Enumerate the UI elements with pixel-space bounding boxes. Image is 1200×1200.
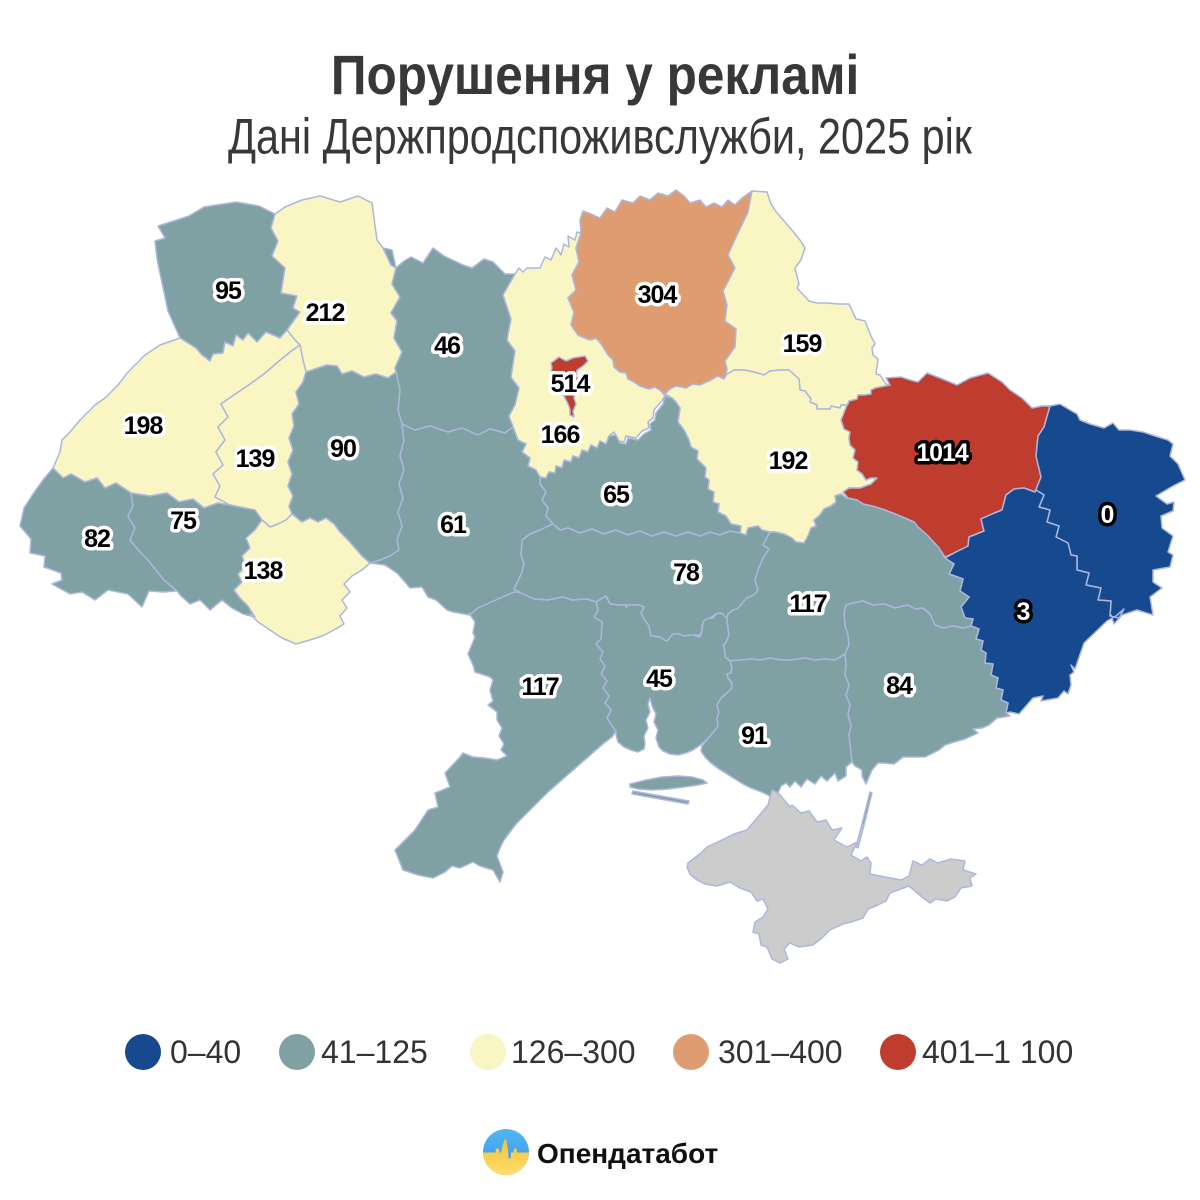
- svg-text:0: 0: [1101, 501, 1114, 529]
- svg-text:159: 159: [783, 330, 822, 358]
- svg-text:Порушення у рекламі: Порушення у рекламі: [331, 44, 859, 106]
- svg-text:192: 192: [769, 447, 808, 475]
- svg-text:138: 138: [244, 557, 284, 585]
- svg-text:82: 82: [84, 525, 110, 553]
- svg-text:117: 117: [521, 673, 558, 701]
- svg-text:117: 117: [789, 590, 826, 618]
- svg-text:78: 78: [673, 559, 700, 587]
- svg-text:139: 139: [236, 445, 275, 473]
- svg-text:75: 75: [170, 507, 197, 535]
- svg-text:Дані Держпродспоживслужби, 202: Дані Держпродспоживслужби, 2025 рік: [228, 108, 973, 165]
- svg-text:3: 3: [1017, 598, 1030, 626]
- svg-text:126–300: 126–300: [511, 1034, 636, 1070]
- svg-text:41–125: 41–125: [321, 1034, 428, 1070]
- svg-text:0–40: 0–40: [170, 1034, 241, 1070]
- svg-text:84: 84: [886, 672, 913, 700]
- svg-text:401–1 100: 401–1 100: [922, 1034, 1073, 1070]
- svg-text:61: 61: [440, 511, 467, 539]
- svg-text:1014: 1014: [916, 439, 969, 467]
- svg-text:304: 304: [638, 281, 678, 309]
- svg-text:301–400: 301–400: [718, 1034, 843, 1070]
- svg-text:90: 90: [330, 435, 356, 463]
- svg-text:65: 65: [603, 481, 630, 509]
- svg-text:212: 212: [306, 299, 345, 327]
- svg-text:45: 45: [646, 665, 673, 693]
- svg-text:166: 166: [541, 421, 580, 449]
- svg-text:198: 198: [124, 412, 164, 440]
- svg-text:Опендатабот: Опендатабот: [537, 1138, 718, 1169]
- svg-text:91: 91: [741, 722, 768, 750]
- svg-text:95: 95: [215, 277, 242, 305]
- svg-text:46: 46: [434, 332, 460, 360]
- svg-text:514: 514: [551, 370, 591, 398]
